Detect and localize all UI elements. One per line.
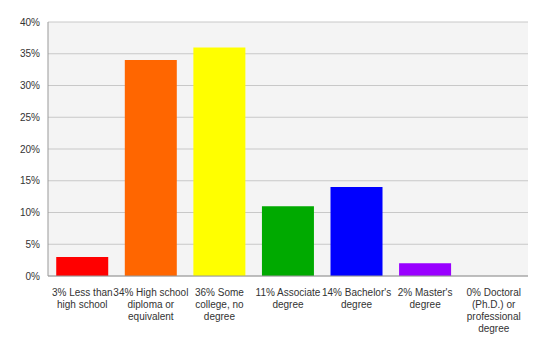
svg-text:14% Bachelor'sdegree: 14% Bachelor'sdegree: [322, 287, 391, 310]
svg-text:35%: 35%: [20, 48, 40, 59]
svg-text:5%: 5%: [26, 239, 41, 250]
svg-text:0%: 0%: [26, 271, 41, 282]
svg-text:20%: 20%: [20, 144, 40, 155]
svg-text:40%: 40%: [20, 17, 40, 28]
svg-text:30%: 30%: [20, 80, 40, 91]
svg-text:36% Somecollege, nodegree: 36% Somecollege, nodegree: [195, 287, 244, 322]
svg-text:34% High schooldiploma orequiv: 34% High schooldiploma orequivalent: [113, 287, 188, 322]
svg-text:10%: 10%: [20, 207, 40, 218]
svg-text:0% Doctoral(Ph.D.) orprofessio: 0% Doctoral(Ph.D.) orprofessionaldegree: [466, 287, 520, 334]
svg-text:2% Master'sdegree: 2% Master'sdegree: [398, 287, 453, 310]
svg-text:11% Associatedegree: 11% Associatedegree: [256, 287, 321, 310]
svg-text:25%: 25%: [20, 112, 40, 123]
svg-text:3% Less thanhigh school: 3% Less thanhigh school: [52, 287, 113, 310]
svg-text:15%: 15%: [20, 175, 40, 186]
